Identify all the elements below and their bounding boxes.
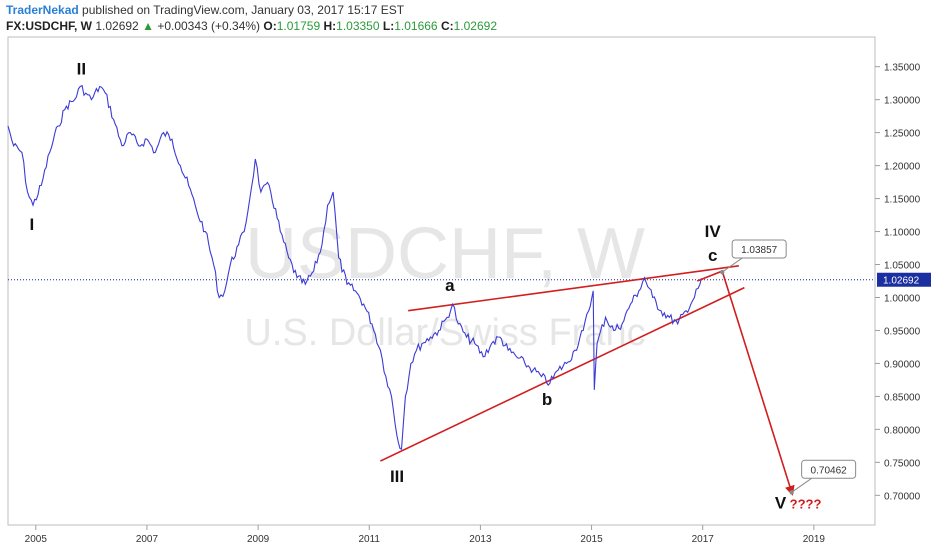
open-label: O: [263, 19, 277, 33]
wave-label: V [775, 494, 787, 513]
y-tick-label: 1.00000 [884, 293, 921, 304]
close-value: 1.02692 [453, 19, 498, 33]
up-arrow-icon: ▲ [142, 19, 154, 33]
x-tick-label: 2019 [803, 534, 826, 545]
callout-box [731, 239, 787, 259]
y-tick-label: 1.15000 [884, 195, 921, 206]
callout-pointer [791, 477, 812, 493]
trendlines-layer [380, 265, 745, 462]
current-price-label: 1.02692 [883, 276, 920, 287]
trendline [408, 265, 739, 312]
x-tick-label: 2009 [247, 534, 270, 545]
wave-label: b [542, 390, 552, 409]
x-tick-label: 2011 [358, 534, 380, 545]
callout-anchor [719, 269, 725, 275]
close-label: C: [440, 19, 454, 33]
x-tick-label: 2007 [136, 534, 159, 545]
watermark-description: U.S. Dollar/Swiss Franc [244, 312, 645, 354]
chart-header: TraderNekad published on TradingView.com… [6, 2, 926, 36]
high-label: H: [323, 19, 337, 33]
high-value: 1.03350 [336, 19, 380, 33]
y-tick-label: 1.30000 [884, 96, 921, 107]
wave-label: c [708, 246, 717, 265]
series-layer [7, 84, 703, 451]
wave-label: I [30, 215, 35, 234]
ohlc-line: FX:USDCHF, W 1.02692 ▲ +0.00343 (+0.34%)… [6, 19, 497, 33]
x-axis[interactable]: 2005 2007 2009 2011 2013 2015 2017 2019 [25, 525, 826, 545]
x-tick-label: 2017 [692, 534, 715, 545]
wave-label: IV [705, 222, 722, 241]
callout-box [801, 459, 857, 479]
callout-label: 1.03857 [741, 245, 778, 256]
wave-label: III [390, 467, 404, 486]
y-tick-label: 0.80000 [884, 425, 921, 436]
wave-label: II [77, 60, 86, 79]
symbol-label: FX:USDCHF, W [6, 19, 92, 33]
wave-label: a [445, 276, 455, 295]
callouts-layer: 1.03857 0.70462 [719, 239, 857, 495]
watermark-symbol: USDCHF, W [245, 214, 645, 294]
author-link[interactable]: TraderNekad [6, 3, 79, 17]
x-tick-label: 2005 [25, 534, 48, 545]
y-tick-label: 0.95000 [884, 326, 921, 337]
callout-pointer [721, 257, 743, 273]
trendline [380, 286, 745, 462]
y-tick-label: 1.05000 [884, 261, 921, 272]
last-price: 1.02692 [95, 19, 139, 33]
open-value: 1.01759 [276, 19, 321, 33]
y-tick-label: 0.85000 [884, 392, 921, 403]
callout-label: 0.70462 [811, 465, 848, 476]
y-tick-label: 1.25000 [884, 129, 921, 140]
y-tick-label: 1.20000 [884, 162, 921, 173]
y-tick-label: 0.75000 [884, 458, 921, 469]
callout-anchor [789, 490, 794, 495]
publish-info: published on TradingView.com, January 03… [82, 3, 405, 17]
low-value: 1.01666 [394, 19, 438, 33]
y-axis[interactable]: 1.35000 1.30000 1.25000 1.20000 1.15000 1.100… [875, 63, 931, 503]
wave-label: ???? [790, 497, 822, 512]
price-line [7, 84, 703, 451]
current-price-badge [877, 272, 931, 287]
x-tick-label: 2013 [469, 534, 492, 545]
y-tick-label: 0.70000 [884, 491, 921, 502]
low-label: L: [382, 19, 395, 33]
price-change: +0.00343 (+0.34%) [157, 19, 261, 33]
y-tick-label: 1.10000 [884, 228, 921, 239]
plot-area[interactable] [7, 36, 876, 526]
publish-line: TraderNekad published on TradingView.com… [6, 3, 404, 17]
x-tick-label: 2015 [580, 534, 603, 545]
y-tick-label: 0.90000 [884, 359, 921, 370]
y-tick-label: 1.35000 [884, 63, 921, 74]
